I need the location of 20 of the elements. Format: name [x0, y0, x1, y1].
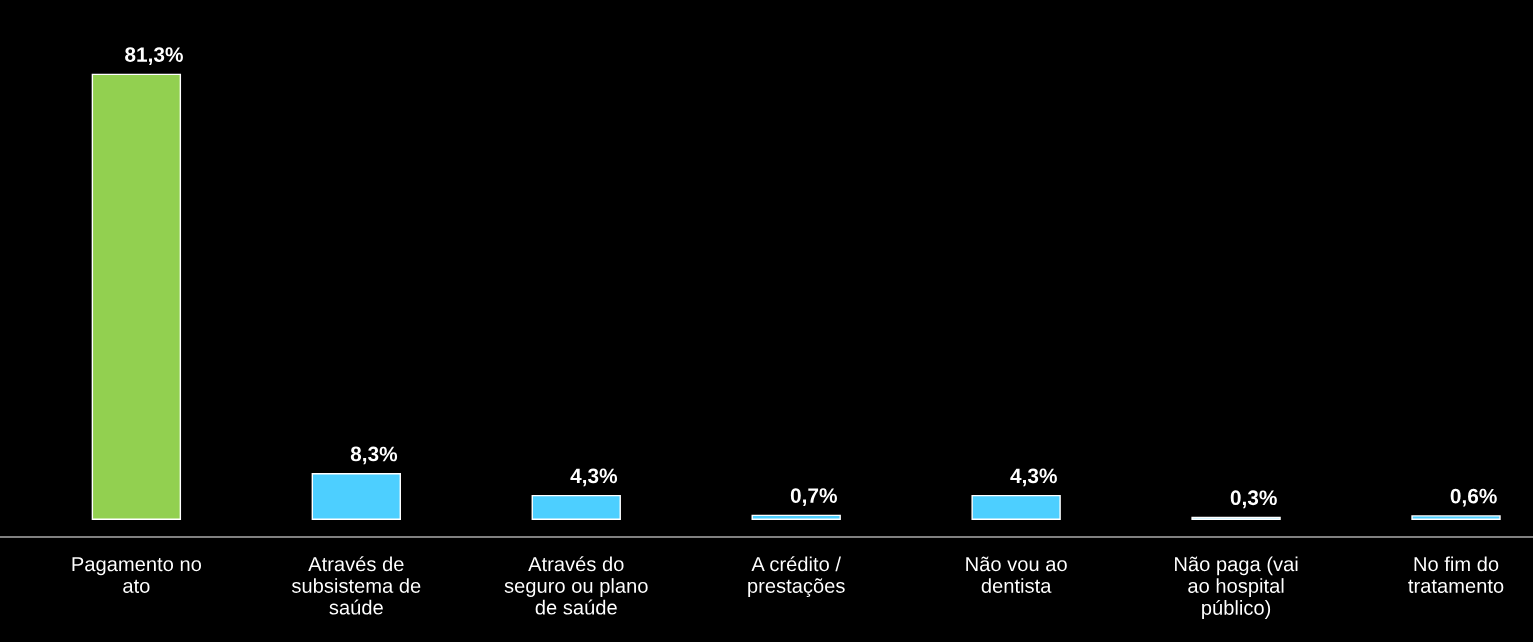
bar [971, 494, 1061, 520]
x-tick-label: Não vou ao dentista [966, 556, 1067, 593]
x-tick-label: Pagamento no ato [72, 557, 202, 593]
x-tick-label: A crédito / prestações [748, 556, 845, 597]
x-tick-label: Através de subsistema de saúde [291, 556, 421, 615]
x-tick-label: Não paga (vai ao hospital público) [1175, 556, 1298, 619]
x-tick-label: No fim do tratamento [1408, 556, 1504, 593]
bar [1411, 515, 1501, 520]
data-label: 81,3% [125, 47, 183, 65]
data-label: 0,3% [1230, 490, 1277, 509]
data-label: 4,3% [1010, 468, 1057, 487]
data-label: 8,3% [350, 446, 398, 465]
bar [91, 73, 182, 520]
data-label: 0,7% [790, 488, 837, 506]
bar [531, 494, 621, 520]
data-label: 0,6% [1450, 488, 1497, 507]
data-label: 4,3% [570, 468, 618, 487]
bar [751, 514, 841, 520]
bar [311, 473, 401, 520]
x-tick-label: Através do seguro ou plano de saúde [504, 556, 648, 615]
